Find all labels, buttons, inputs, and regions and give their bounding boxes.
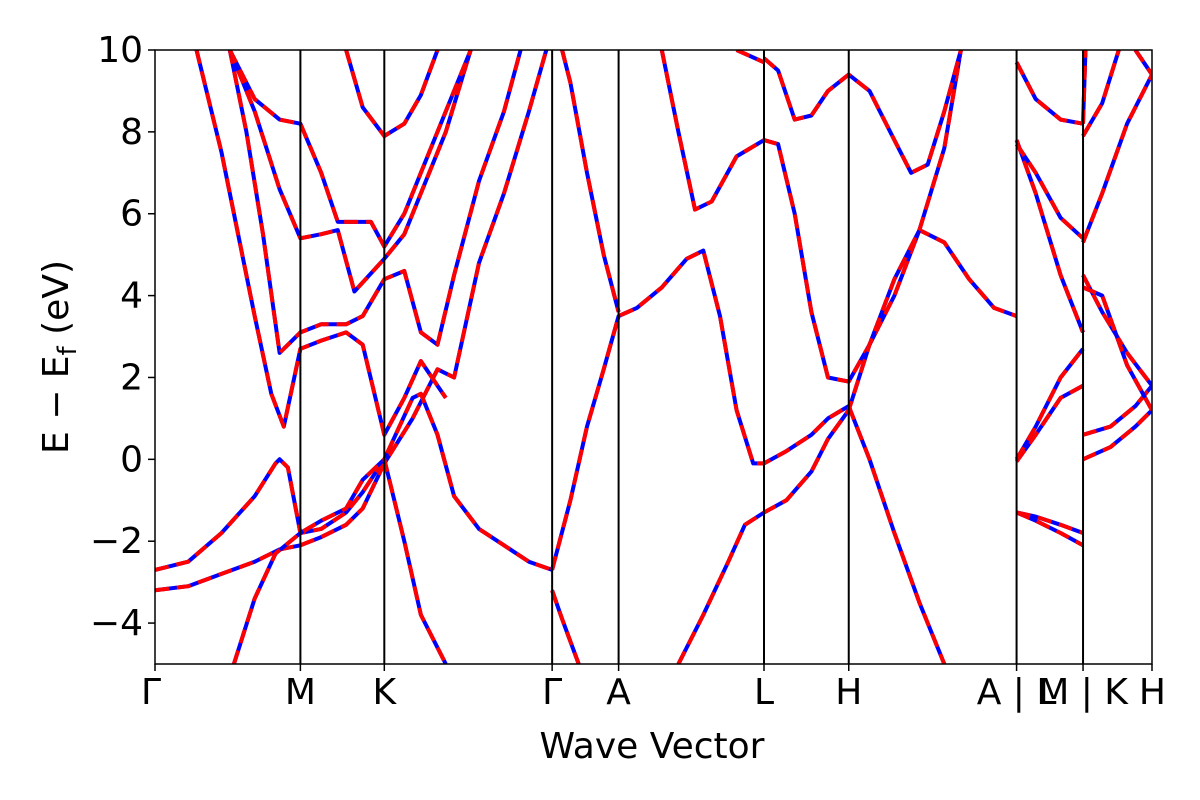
k-point-label-10: H <box>1139 672 1166 713</box>
band-22-line-dashed <box>1014 347 1085 461</box>
k-point-label-3: K <box>373 672 398 713</box>
band-16-line-dashed <box>1014 383 1084 463</box>
band-30-line-dashed <box>1133 50 1152 76</box>
band-12-line-dashed <box>659 50 1018 384</box>
band-6-line-dashed <box>227 50 473 294</box>
band-3-line-solid <box>231 457 448 664</box>
k-point-label-4: Γ <box>542 672 562 713</box>
band-20-line-solid <box>1014 142 1085 240</box>
band-14-line-dashed <box>762 50 963 175</box>
k-point-label-5: A <box>606 672 631 713</box>
y-tick-label-7: 8 <box>120 112 143 153</box>
band-26-line-dashed <box>1082 285 1152 412</box>
k-point-label-1: Γ <box>141 672 161 713</box>
band-20-line-dashed <box>1014 142 1085 240</box>
plot-area <box>154 49 1153 665</box>
band-26-line-solid <box>1082 285 1152 412</box>
y-tick-label-6: 6 <box>120 194 143 235</box>
band-25-line-dashed <box>1081 274 1152 387</box>
band-10-line-dashed <box>550 248 947 664</box>
band-2-line-solid <box>155 391 553 572</box>
band-4-line-solid <box>194 50 448 437</box>
band-27-line-dashed <box>1081 73 1152 244</box>
band-22-line-solid <box>1014 347 1085 461</box>
band-18-line-dashed <box>1016 510 1084 535</box>
band-4-line-dashed <box>194 50 448 437</box>
band-21-line-solid <box>1014 61 1084 126</box>
band-24-line-dashed <box>1082 408 1152 462</box>
y-axis-title-subscript: f <box>53 345 83 355</box>
y-tick-label-4: 2 <box>120 357 143 398</box>
band-8-line-dashed <box>344 50 440 138</box>
y-tick-label-8: 10 <box>97 30 143 71</box>
band-5-line-solid <box>227 50 523 355</box>
high-symmetry-lines <box>299 50 1085 664</box>
band-9-line-dashed <box>550 589 581 664</box>
plot-frame <box>154 49 1153 665</box>
y-axis-title-main: E − E <box>36 355 77 454</box>
band-7-line-dashed <box>228 50 473 249</box>
k-point-label-8: A | L <box>977 672 1057 713</box>
band-13-line-solid <box>676 50 963 664</box>
band-28-line-dashed <box>1081 50 1121 138</box>
band-lines <box>155 50 1152 664</box>
band-21-line-dashed <box>1014 61 1084 126</box>
band-2-line-dashed <box>155 391 553 572</box>
band-5-line-dashed <box>227 50 523 355</box>
y-axis-ticks: −4 −2 0 2 4 6 8 10 <box>90 30 155 644</box>
k-point-label-7: H <box>835 672 862 713</box>
k-point-label-2: M <box>285 672 316 713</box>
band-11-line-dashed <box>559 50 621 313</box>
y-axis-title: E − Ef (eV) <box>36 260 83 454</box>
k-point-label-9: M | K <box>1038 672 1129 713</box>
band-17-line-dashed <box>1015 510 1084 548</box>
band-3-line-dashed <box>231 457 448 664</box>
y-tick-label-5: 4 <box>120 276 143 317</box>
y-tick-label-2: −2 <box>90 521 143 562</box>
band-12-line-solid <box>659 50 1018 384</box>
y-tick-label-3: 0 <box>120 439 143 480</box>
x-axis-title: Wave Vector <box>540 726 765 767</box>
y-axis-title-unit: (eV) <box>36 260 77 346</box>
band-13-line-dashed <box>676 50 963 664</box>
band-24-line-solid <box>1082 408 1152 462</box>
band-15-line-dashed <box>735 50 765 65</box>
band-11-line-solid <box>559 50 621 313</box>
band-19-line-dashed <box>1014 139 1085 334</box>
y-tick-label-1: −4 <box>90 603 143 644</box>
k-point-label-6: L <box>754 672 774 713</box>
band-1-line-dashed <box>155 50 549 593</box>
